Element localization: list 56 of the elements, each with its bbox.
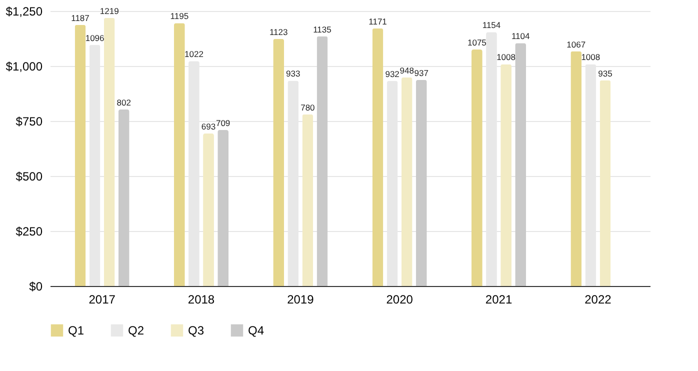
- legend-label: Q4: [248, 323, 264, 338]
- bar: [515, 43, 526, 286]
- bar: [118, 110, 130, 286]
- x-tick-label: 2019: [287, 292, 314, 306]
- bar: [316, 36, 328, 286]
- data-label: 937: [414, 68, 429, 78]
- bar: [416, 80, 427, 286]
- bar: [74, 24, 86, 286]
- bar: [471, 50, 482, 286]
- data-label: 1187: [71, 12, 90, 23]
- x-tick-label: 2020: [386, 292, 414, 306]
- bar: [174, 23, 185, 286]
- data-label: 780: [300, 102, 316, 112]
- data-label: 1171: [368, 16, 388, 26]
- data-label: 1075: [467, 38, 487, 48]
- bar: [273, 38, 284, 286]
- data-label: 1022: [184, 49, 204, 60]
- data-label: 693: [201, 122, 216, 132]
- bar: [570, 51, 582, 286]
- data-label: 1008: [581, 52, 600, 62]
- data-label: 1219: [100, 6, 120, 16]
- data-label: 802: [116, 98, 132, 108]
- data-label: 1123: [269, 26, 288, 37]
- x-tick-label: 2022: [584, 292, 612, 306]
- data-label: 1008: [496, 52, 516, 62]
- y-tick-label: $250: [16, 224, 43, 238]
- y-tick-label: $500: [16, 170, 43, 184]
- x-tick-label: 2018: [188, 292, 215, 306]
- data-label: 1104: [511, 31, 530, 42]
- data-label: 935: [598, 68, 613, 78]
- x-tick-label: 2017: [88, 292, 116, 306]
- bar: [302, 114, 314, 286]
- y-tick-label: $1,250: [6, 4, 43, 18]
- bar: [203, 134, 214, 286]
- data-label: 1096: [85, 32, 105, 43]
- legend-label: Q2: [128, 323, 144, 338]
- y-tick-label: $1,000: [6, 60, 43, 74]
- data-label: 932: [385, 68, 400, 79]
- bar: [600, 80, 611, 286]
- bar: [218, 130, 229, 286]
- data-label: 1067: [566, 39, 586, 50]
- data-label: 1135: [313, 24, 332, 34]
- legend-label: Q1: [68, 323, 84, 338]
- bar: [104, 18, 115, 286]
- y-tick-label: $0: [29, 280, 43, 294]
- y-tick-label: $750: [16, 114, 43, 128]
- bar: [500, 64, 512, 286]
- data-label: 1154: [482, 20, 501, 30]
- data-label: 709: [216, 118, 230, 128]
- bar: [372, 28, 384, 286]
- data-label: 933: [286, 68, 300, 79]
- x-tick-label: 2021: [485, 292, 512, 306]
- legend-label: Q3: [188, 323, 204, 338]
- data-label: 1195: [170, 11, 189, 22]
- data-label: 948: [400, 65, 414, 76]
- bar: [401, 77, 412, 286]
